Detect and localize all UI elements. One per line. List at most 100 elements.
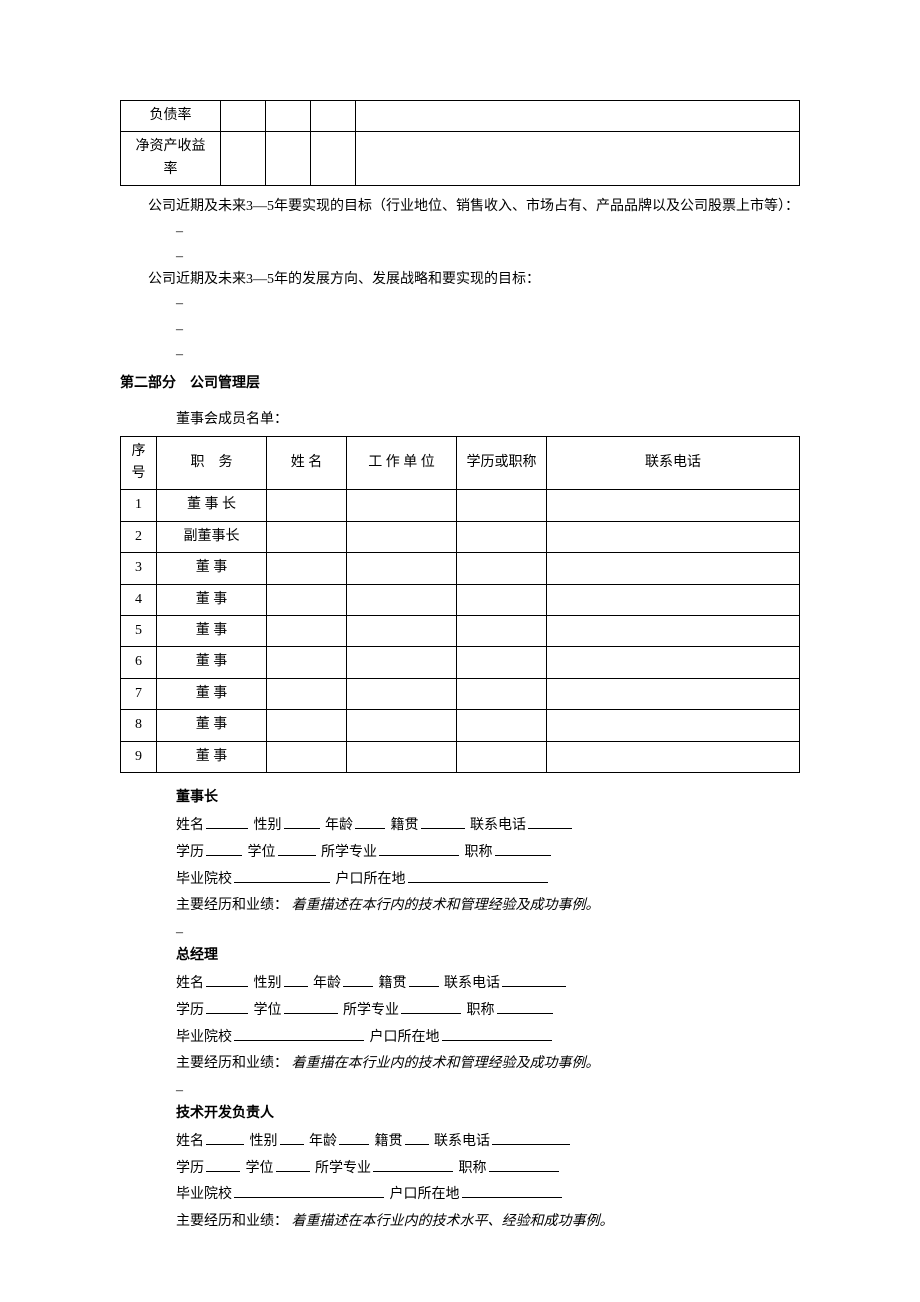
blank [408, 867, 548, 882]
blank [234, 1025, 364, 1040]
table-row: 净资产收益率 [121, 132, 800, 186]
cell-pos: 副董事长 [157, 521, 267, 552]
blank [276, 1156, 310, 1171]
label-major: 所学专业 [321, 845, 377, 860]
cell-pos: 董 事 [157, 741, 267, 772]
blank [206, 972, 248, 987]
ratio-label: 净资产收益率 [121, 132, 221, 186]
blank [405, 1130, 429, 1145]
blank [206, 1130, 244, 1145]
blank [495, 841, 551, 856]
blank [339, 1130, 369, 1145]
cell [266, 101, 311, 132]
table-row: 7 董 事 [121, 678, 800, 709]
dash-line: – [120, 291, 800, 316]
table-row: 负债率 [121, 101, 800, 132]
blank [401, 999, 461, 1014]
form-line: 毕业院校 户口所在地 [176, 1025, 800, 1052]
cell [547, 678, 800, 709]
label-name: 姓名 [176, 976, 204, 991]
label-degree: 学位 [246, 1161, 274, 1176]
cell [267, 678, 347, 709]
header-seq: 序号 [121, 436, 157, 490]
form-line: 姓名 性别 年龄 籍贯 联系电话 [176, 1129, 800, 1156]
cell [221, 132, 266, 186]
cell-pos: 董 事 [157, 710, 267, 741]
label-edu: 学历 [176, 1161, 204, 1176]
blank [442, 1025, 552, 1040]
cell [457, 521, 547, 552]
dash-line: – [120, 219, 800, 244]
blank [284, 814, 320, 829]
cell-seq: 1 [121, 490, 157, 521]
form-line: 姓名 性别 年龄 籍贯 联系电话 [176, 813, 800, 840]
blank [528, 814, 572, 829]
note-text: 着重描述在本行业内的技术水平、经验和成功事例。 [292, 1214, 614, 1229]
label-phone: 联系电话 [470, 818, 526, 833]
cell-seq: 9 [121, 741, 157, 772]
form-line: 学历 学位 所学专业 职称 [176, 998, 800, 1025]
form-line: 主要经历和业绩： 着重描述在本行业内的技术水平、经验和成功事例。 [176, 1209, 800, 1236]
blank [206, 999, 248, 1014]
blank [409, 972, 439, 987]
cell [266, 132, 311, 186]
header-phone: 联系电话 [547, 436, 800, 490]
table-row: 5 董 事 [121, 616, 800, 647]
blank [206, 814, 248, 829]
dash-line: – [120, 342, 800, 367]
cell [267, 490, 347, 521]
section-title: 第二部分 公司管理层 [120, 373, 800, 395]
header-unit: 工 作 单 位 [347, 436, 457, 490]
label-sex: 性别 [254, 818, 282, 833]
cell [547, 710, 800, 741]
label-exp: 主要经历和业绩： [176, 1214, 288, 1229]
form-line: 主要经历和业绩： 着重描述在本行内的技术和管理经验及成功事例。 [176, 893, 800, 920]
cell [356, 101, 800, 132]
cell [457, 710, 547, 741]
chairman-section: 董事长 姓名 性别 年龄 籍贯 联系电话 学历 学位 所学专业 职称 毕业院校 … [120, 787, 800, 920]
blank [206, 841, 242, 856]
cell [457, 678, 547, 709]
table-row: 8 董 事 [121, 710, 800, 741]
dash-line: – [120, 1078, 800, 1103]
form-line: 主要经历和业绩： 着重描在本行业内的技术和管理经验及成功事例。 [176, 1051, 800, 1078]
label-school: 毕业院校 [176, 872, 232, 887]
cell [347, 710, 457, 741]
cell-pos: 董 事 长 [157, 490, 267, 521]
cell [267, 584, 347, 615]
cell-seq: 8 [121, 710, 157, 741]
form-line: 学历 学位 所学专业 职称 [176, 840, 800, 867]
cell [347, 616, 457, 647]
blank [502, 972, 566, 987]
header-position: 职 务 [157, 436, 267, 490]
paragraph-goals: 公司近期及未来3—5年要实现的目标（行业地位、销售收入、市场占有、产品品牌以及公… [120, 196, 800, 218]
blank [284, 999, 338, 1014]
form-line: 毕业院校 户口所在地 [176, 867, 800, 894]
label-hukou: 户口所在地 [370, 1030, 440, 1045]
label-edu: 学历 [176, 845, 204, 860]
cell-pos: 董 事 [157, 553, 267, 584]
label-major: 所学专业 [315, 1161, 371, 1176]
cell [547, 553, 800, 584]
form-line: 姓名 性别 年龄 籍贯 联系电话 [176, 971, 800, 998]
paragraph-strategy: 公司近期及未来3—5年的发展方向、发展战略和要实现的目标： [120, 269, 800, 291]
table-header-row: 序号 职 务 姓 名 工 作 单 位 学历或职称 联系电话 [121, 436, 800, 490]
label-age: 年龄 [325, 818, 353, 833]
cell-seq: 7 [121, 678, 157, 709]
label-phone: 联系电话 [434, 1134, 490, 1149]
cell [267, 616, 347, 647]
note-text: 着重描在本行业内的技术和管理经验及成功事例。 [292, 1056, 600, 1071]
blank [462, 1183, 562, 1198]
cell [547, 741, 800, 772]
cell [547, 490, 800, 521]
blank [206, 1156, 240, 1171]
cell [347, 521, 457, 552]
label-degree: 学位 [248, 845, 276, 860]
dash-line: – [120, 244, 800, 269]
cell [457, 616, 547, 647]
chairman-title: 董事长 [176, 787, 800, 809]
dash-line: – [120, 920, 800, 945]
blank [280, 1130, 304, 1145]
cell [267, 710, 347, 741]
label-exp: 主要经历和业绩： [176, 898, 288, 913]
